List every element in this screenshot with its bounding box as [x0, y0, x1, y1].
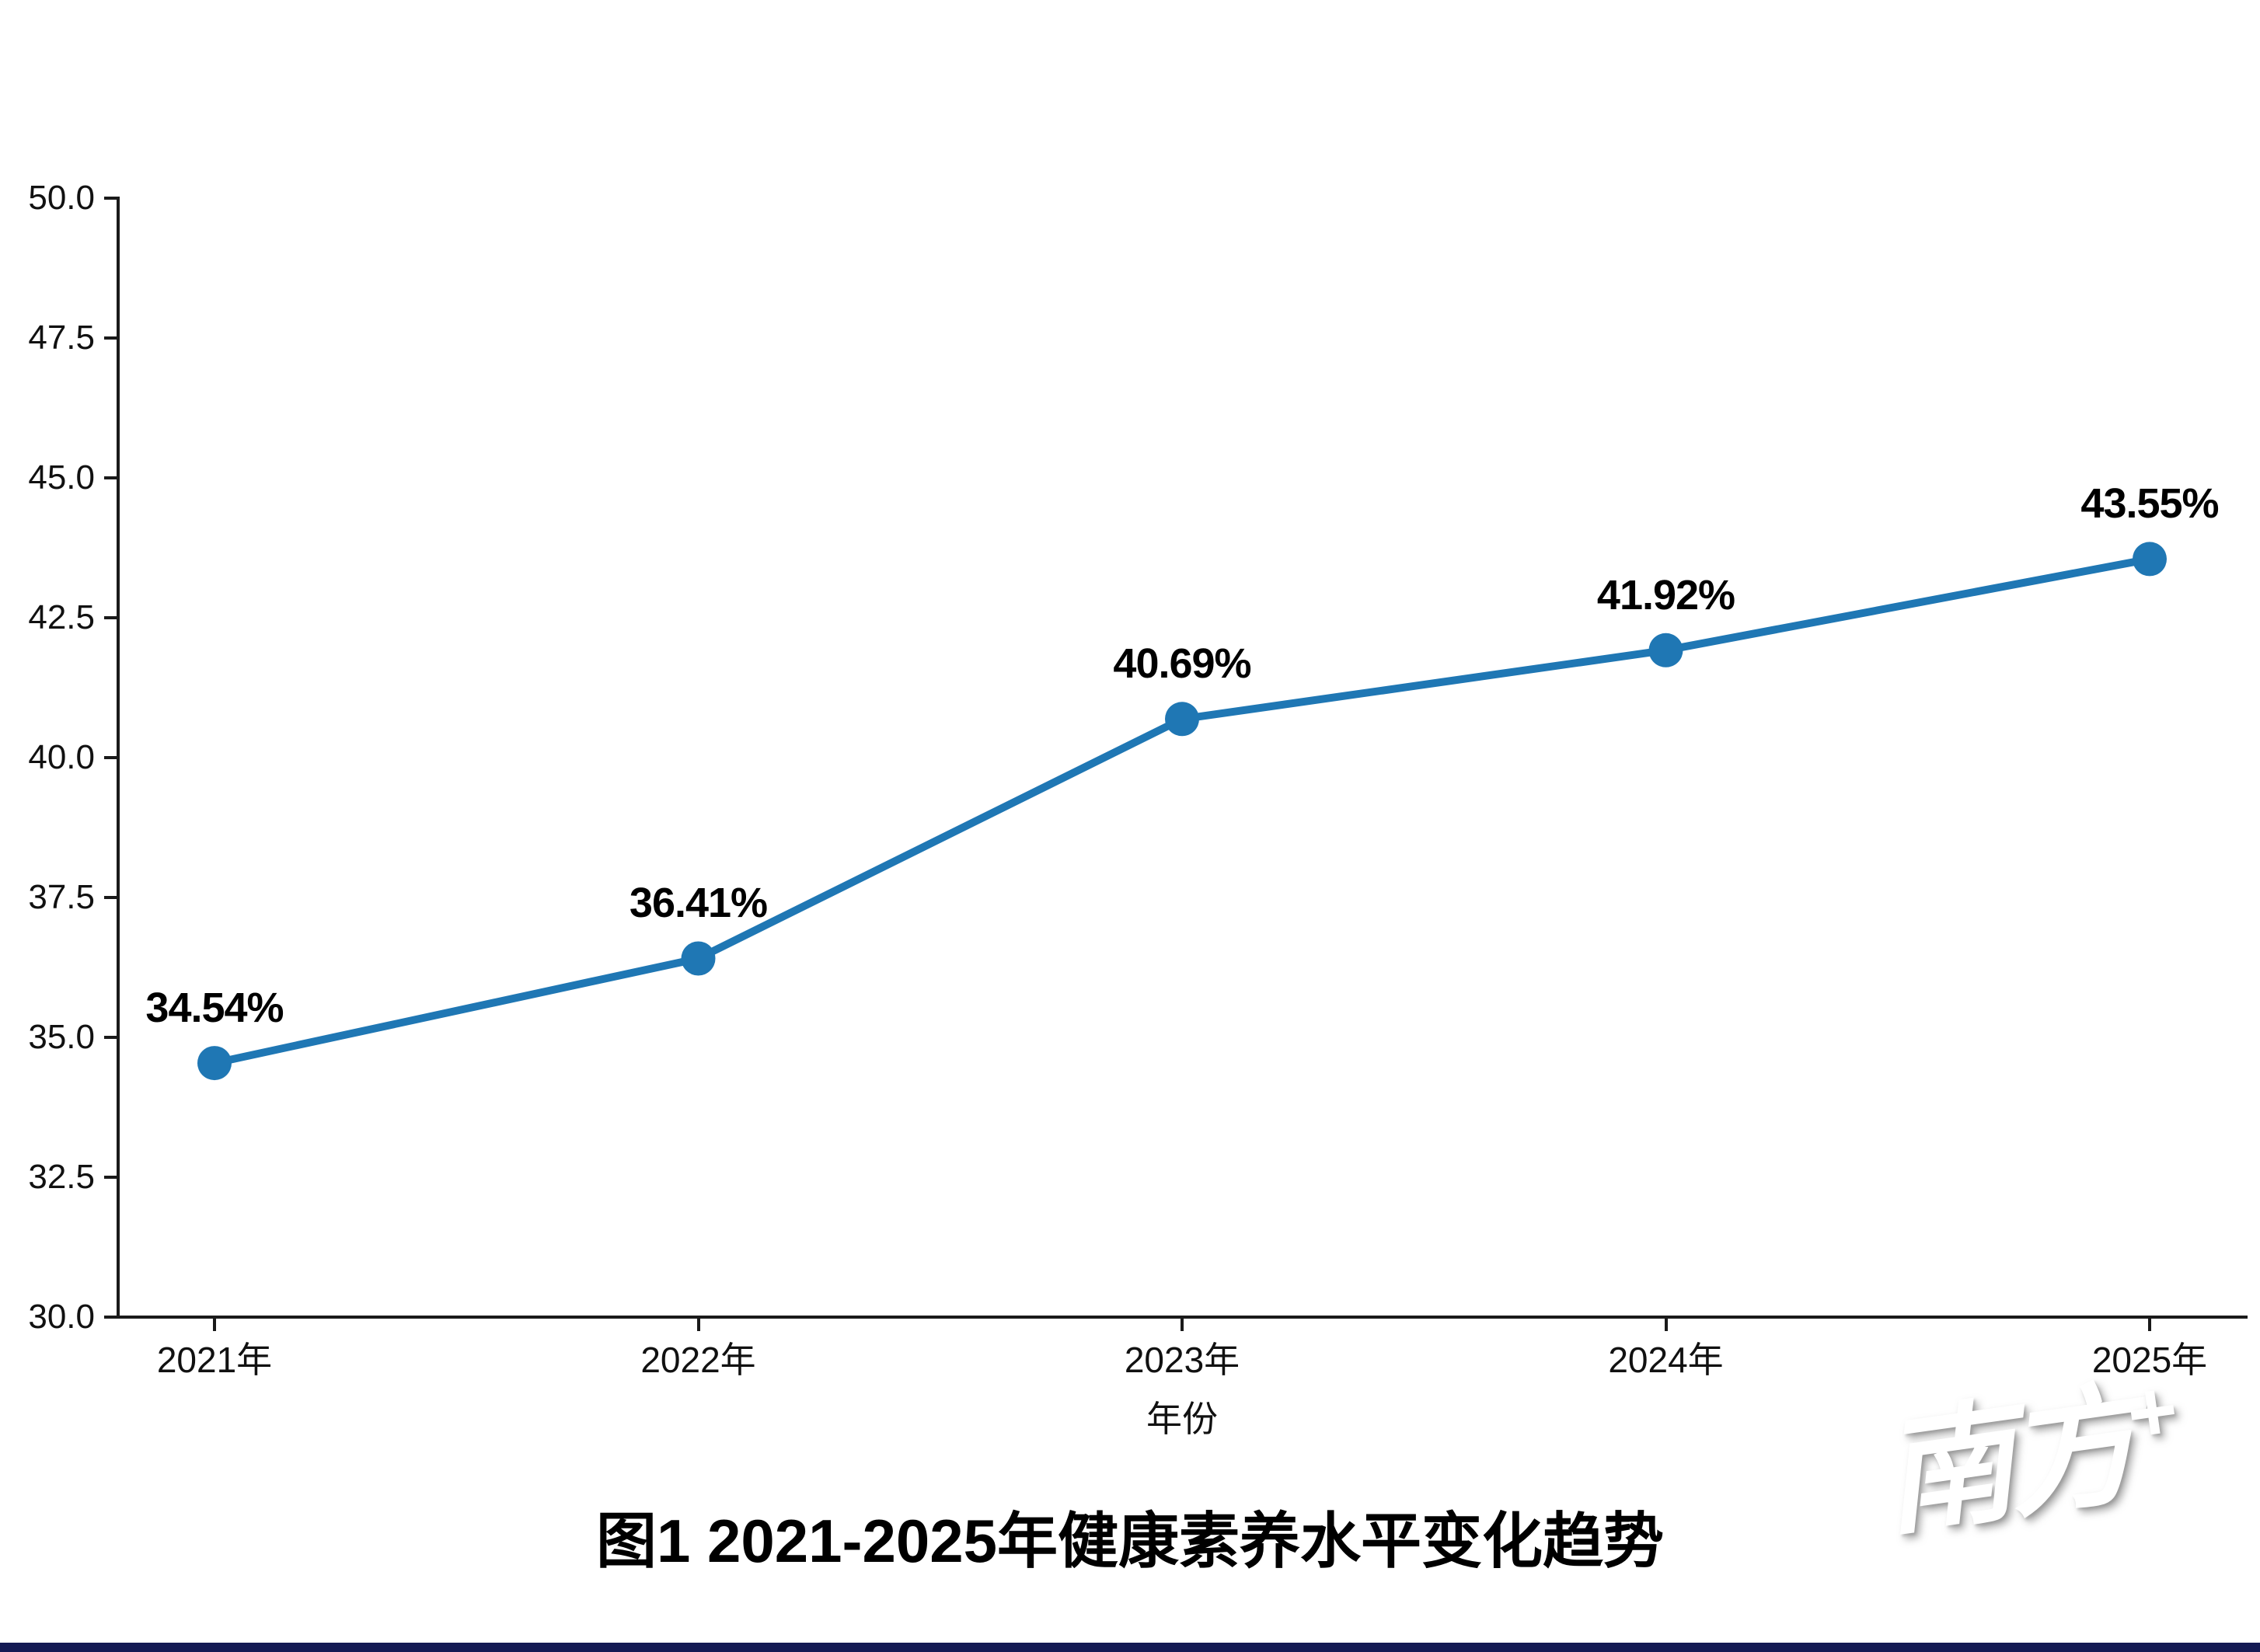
x-axis-spine: [117, 1316, 2248, 1319]
x-tick-mark: [1181, 1319, 1184, 1331]
data-point-value-label: 40.69%: [1113, 640, 1251, 688]
y-tick-mark: [104, 197, 117, 200]
y-tick-mark: [104, 1036, 117, 1039]
data-point-value-label: 36.41%: [629, 880, 768, 927]
nanfang-plus-watermark-logo: 南方+: [1867, 1331, 2186, 1562]
y-tick-label: 50.0: [28, 179, 95, 217]
data-point-value-label: 34.54%: [145, 985, 284, 1032]
x-axis-title: 年份: [1146, 1399, 1218, 1439]
trend-line-plot: [197, 542, 2167, 1081]
y-tick-mark: [104, 336, 117, 340]
y-tick-label: 40.0: [28, 738, 95, 776]
data-point-marker: [1648, 633, 1683, 667]
y-tick-mark: [104, 1316, 117, 1319]
y-tick-label: 35.0: [28, 1018, 95, 1056]
y-tick-label: 32.5: [28, 1158, 95, 1196]
x-tick-label: 2022年: [640, 1340, 756, 1380]
x-tick-mark: [2148, 1319, 2151, 1331]
data-point-marker: [197, 1046, 232, 1081]
data-point-marker: [2133, 542, 2167, 577]
data-point-value-label: 43.55%: [2080, 480, 2219, 528]
data-point-marker: [1165, 702, 1199, 737]
y-tick-mark: [104, 896, 117, 899]
y-tick-label: 45.0: [28, 458, 95, 497]
y-tick-mark: [104, 616, 117, 619]
x-tick-label: 2025年: [2091, 1340, 2208, 1380]
y-tick-label: 37.5: [28, 878, 95, 916]
y-tick-label: 30.0: [28, 1298, 95, 1336]
data-point-marker: [681, 941, 716, 976]
chart-title: 图1 2021-2025年健康素养水平变化趋势: [595, 1507, 1665, 1575]
y-axis-spine: [117, 197, 120, 1319]
watermark-text: 南方: [1871, 1371, 2142, 1553]
trend-line: [213, 555, 2150, 1067]
x-tick-mark: [696, 1319, 700, 1331]
y-tick-mark: [104, 1176, 117, 1179]
y-tick-label: 47.5: [28, 319, 95, 357]
bottom-accent-bar: [0, 1643, 2260, 1652]
x-tick-label: 2021年: [156, 1340, 273, 1380]
y-tick-mark: [104, 756, 117, 759]
x-tick-label: 2024年: [1608, 1340, 1724, 1380]
x-tick-label: 2023年: [1124, 1340, 1240, 1380]
x-tick-mark: [1664, 1319, 1668, 1331]
y-tick-mark: [104, 476, 117, 479]
x-tick-mark: [213, 1319, 216, 1331]
data-point-value-label: 41.92%: [1596, 571, 1735, 619]
y-tick-label: 42.5: [28, 598, 95, 636]
